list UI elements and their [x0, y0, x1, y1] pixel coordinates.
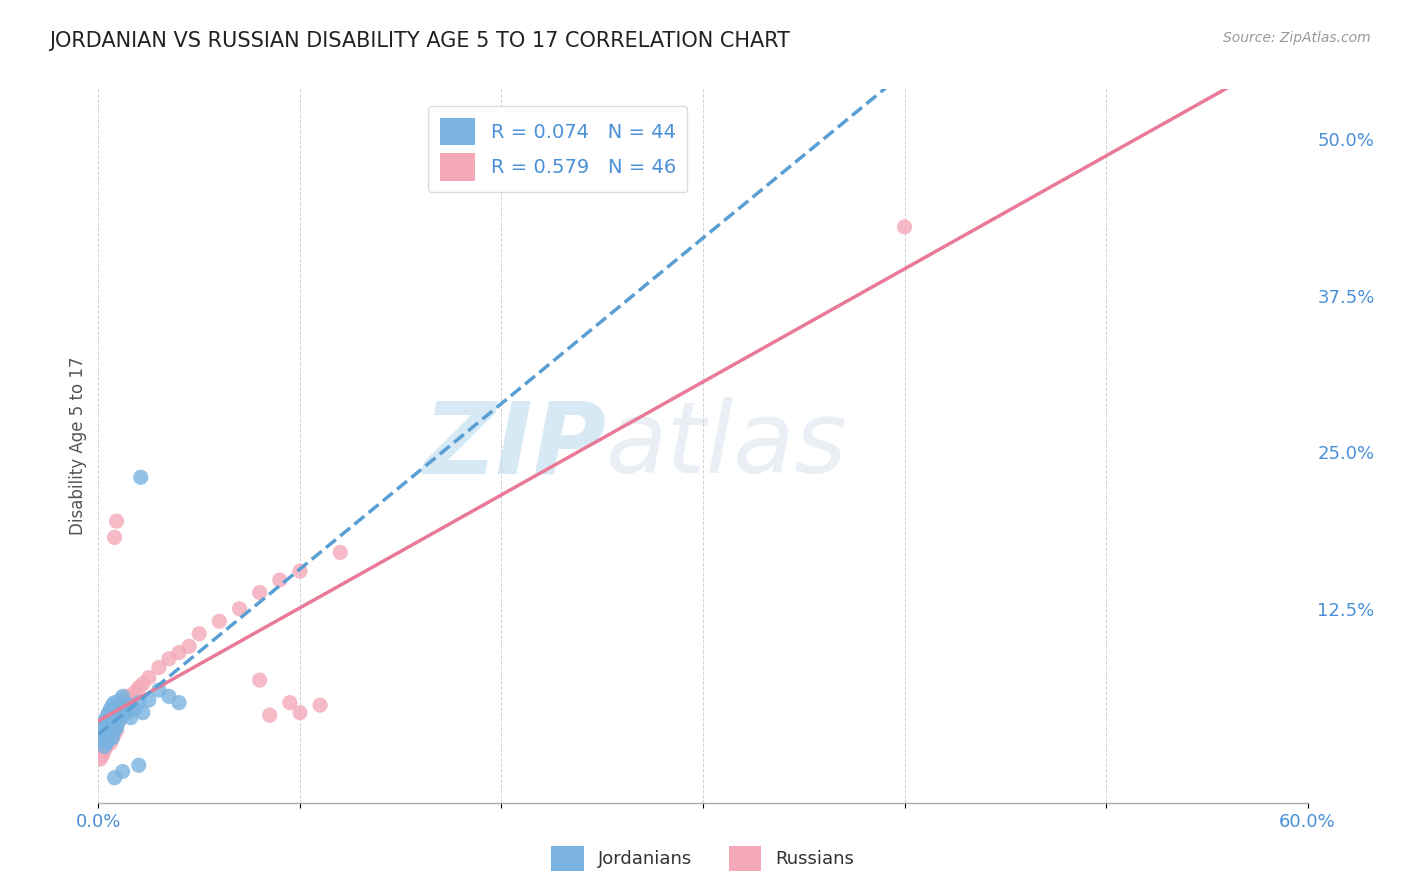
Point — [269, 573, 291, 587]
Point — [111, 706, 134, 720]
Point — [101, 711, 124, 725]
Point — [124, 685, 146, 699]
Point — [101, 714, 124, 729]
Point — [91, 721, 114, 735]
Y-axis label: Disability Age 5 to 17: Disability Age 5 to 17 — [69, 357, 87, 535]
Point — [208, 614, 231, 628]
Point — [249, 673, 271, 687]
Point — [124, 702, 146, 716]
Point — [115, 690, 138, 704]
Text: JORDANIAN VS RUSSIAN DISABILITY AGE 5 TO 17 CORRELATION CHART: JORDANIAN VS RUSSIAN DISABILITY AGE 5 TO… — [49, 31, 790, 51]
Point — [309, 698, 332, 713]
Point — [101, 731, 124, 745]
Point — [97, 706, 120, 720]
Point — [91, 727, 114, 741]
Point — [93, 714, 115, 729]
Point — [97, 733, 120, 747]
Point — [179, 640, 201, 654]
Point — [97, 733, 120, 747]
Point — [120, 693, 142, 707]
Point — [105, 514, 128, 528]
Point — [129, 470, 152, 484]
Point — [103, 530, 125, 544]
Point — [249, 585, 271, 599]
Point — [148, 660, 170, 674]
Point — [107, 696, 129, 710]
Point — [138, 693, 160, 707]
Point — [167, 696, 190, 710]
Point — [288, 706, 311, 720]
Legend: R = 0.074   N = 44, R = 0.579   N = 46: R = 0.074 N = 44, R = 0.579 N = 46 — [429, 106, 688, 192]
Legend: Jordanians, Russians: Jordanians, Russians — [544, 838, 862, 879]
Point — [157, 690, 180, 704]
Point — [118, 702, 141, 716]
Point — [110, 711, 132, 725]
Point — [105, 706, 128, 720]
Point — [101, 731, 124, 745]
Point — [118, 698, 141, 713]
Point — [114, 702, 136, 716]
Point — [89, 733, 111, 747]
Point — [97, 727, 120, 741]
Point — [101, 698, 124, 713]
Point — [893, 219, 915, 234]
Point — [128, 758, 150, 772]
Point — [107, 714, 129, 729]
Point — [103, 723, 125, 738]
Point — [157, 652, 180, 666]
Point — [103, 771, 125, 785]
Point — [97, 718, 120, 732]
Point — [120, 711, 142, 725]
Point — [167, 646, 190, 660]
Point — [96, 736, 118, 750]
Point — [100, 721, 122, 735]
Text: atlas: atlas — [606, 398, 848, 494]
Point — [93, 743, 115, 757]
Point — [329, 545, 352, 559]
Point — [89, 752, 111, 766]
Point — [188, 627, 211, 641]
Point — [278, 696, 301, 710]
Point — [93, 731, 115, 745]
Point — [100, 702, 122, 716]
Point — [103, 696, 125, 710]
Point — [128, 681, 150, 695]
Point — [110, 711, 132, 725]
Point — [105, 723, 128, 738]
Point — [100, 714, 122, 729]
Point — [111, 690, 134, 704]
Text: ZIP: ZIP — [423, 398, 606, 494]
Point — [138, 671, 160, 685]
Point — [132, 706, 155, 720]
Point — [148, 683, 170, 698]
Point — [107, 714, 129, 729]
Point — [91, 748, 114, 763]
Point — [105, 702, 128, 716]
Point — [114, 698, 136, 713]
Text: Source: ZipAtlas.com: Source: ZipAtlas.com — [1223, 31, 1371, 45]
Point — [93, 739, 115, 754]
Point — [111, 708, 134, 723]
Point — [103, 708, 125, 723]
Point — [259, 708, 281, 723]
Point — [96, 711, 118, 725]
Point — [96, 739, 118, 754]
Point — [110, 693, 132, 707]
Point — [288, 564, 311, 578]
Point — [115, 706, 138, 720]
Point — [103, 727, 125, 741]
Point — [228, 601, 250, 615]
Point — [128, 696, 150, 710]
Point — [107, 702, 129, 716]
Point — [100, 727, 122, 741]
Point — [93, 736, 115, 750]
Point — [132, 677, 155, 691]
Point — [111, 764, 134, 779]
Point — [96, 723, 118, 738]
Point — [100, 736, 122, 750]
Point — [105, 721, 128, 735]
Point — [103, 708, 125, 723]
